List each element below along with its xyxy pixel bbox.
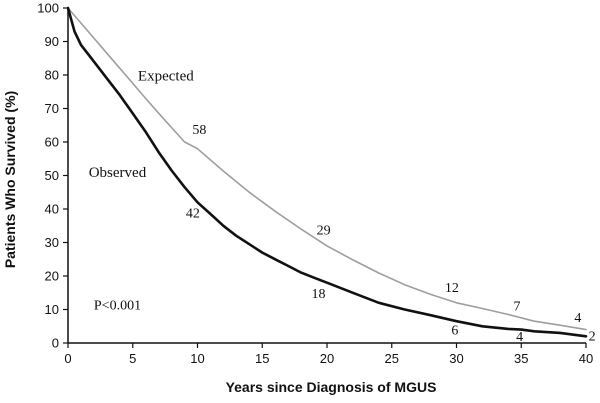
- data-label: 18: [311, 287, 325, 302]
- data-label: 6: [451, 323, 458, 338]
- series-label-expected: Expected: [138, 69, 194, 85]
- y-tick-label: 20: [45, 269, 59, 284]
- y-tick-label: 70: [45, 101, 59, 116]
- x-tick-label: 35: [514, 351, 528, 366]
- x-tick-label: 40: [579, 351, 593, 366]
- x-tick-label: 25: [385, 351, 399, 366]
- series-lines: [66, 6, 588, 338]
- data-label: 29: [317, 223, 331, 238]
- p-value-annotation: P<0.001: [94, 299, 141, 314]
- x-tick-label: 15: [255, 351, 269, 366]
- series-line-expected: [67, 7, 587, 331]
- y-tick-label: 40: [45, 202, 59, 217]
- x-tick-label: 0: [64, 351, 71, 366]
- y-axis-title: Patients Who Survived (%): [2, 91, 18, 268]
- data-label: 4: [516, 330, 523, 345]
- y-tick-label: 100: [37, 1, 59, 16]
- series-label-observed: Observed: [89, 165, 147, 181]
- data-label: 7: [513, 300, 520, 315]
- x-tick-label: 5: [129, 351, 136, 366]
- y-tick-label: 0: [52, 336, 59, 351]
- y-tick-label: 30: [45, 235, 59, 250]
- data-label: 2: [589, 329, 596, 344]
- x-axis-ticks: 0 5 10 15 20 25 30 35 40: [64, 343, 593, 366]
- y-tick-label: 90: [45, 34, 59, 49]
- data-label: 4: [574, 311, 581, 326]
- x-axis-title: Years since Diagnosis of MGUS: [226, 379, 437, 395]
- y-tick-label: 10: [45, 302, 59, 317]
- y-tick-label: 80: [45, 68, 59, 83]
- x-tick-label: 20: [320, 351, 334, 366]
- series-line-observed: [66, 6, 588, 338]
- x-tick-label: 10: [190, 351, 204, 366]
- x-tick-label: 30: [449, 351, 463, 366]
- data-label: 42: [186, 207, 200, 222]
- y-axis-ticks: 0 10 20 30 40 50 60 70 80 90 100: [37, 1, 68, 351]
- data-label: 12: [445, 281, 459, 296]
- y-tick-label: 50: [45, 168, 59, 183]
- y-tick-label: 60: [45, 135, 59, 150]
- data-label: 58: [192, 123, 206, 138]
